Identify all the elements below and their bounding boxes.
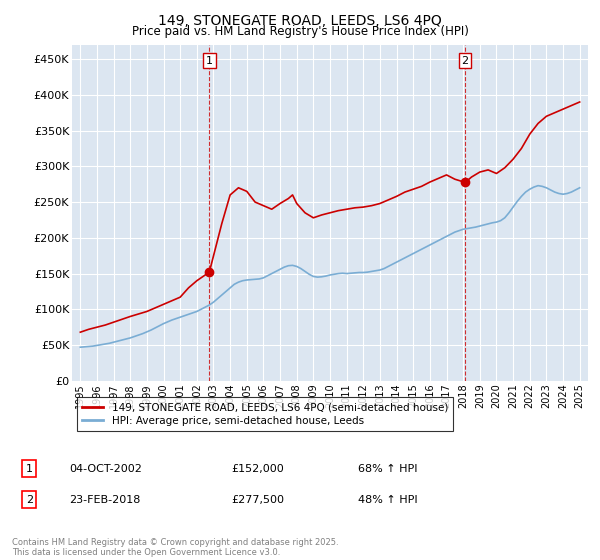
Text: 2: 2 bbox=[26, 495, 33, 505]
Text: Price paid vs. HM Land Registry's House Price Index (HPI): Price paid vs. HM Land Registry's House … bbox=[131, 25, 469, 38]
Legend: 149, STONEGATE ROAD, LEEDS, LS6 4PQ (semi-detached house), HPI: Average price, s: 149, STONEGATE ROAD, LEEDS, LS6 4PQ (sem… bbox=[77, 397, 453, 431]
Text: 04-OCT-2002: 04-OCT-2002 bbox=[70, 464, 142, 474]
Text: 149, STONEGATE ROAD, LEEDS, LS6 4PQ: 149, STONEGATE ROAD, LEEDS, LS6 4PQ bbox=[158, 14, 442, 28]
Text: 1: 1 bbox=[206, 55, 213, 66]
Text: 1: 1 bbox=[26, 464, 33, 474]
Text: 68% ↑ HPI: 68% ↑ HPI bbox=[358, 464, 417, 474]
Text: Contains HM Land Registry data © Crown copyright and database right 2025.
This d: Contains HM Land Registry data © Crown c… bbox=[12, 538, 338, 557]
Text: £152,000: £152,000 bbox=[231, 464, 284, 474]
Text: 2: 2 bbox=[461, 55, 469, 66]
Text: £277,500: £277,500 bbox=[231, 495, 284, 505]
Text: 48% ↑ HPI: 48% ↑ HPI bbox=[358, 495, 417, 505]
Text: 23-FEB-2018: 23-FEB-2018 bbox=[70, 495, 141, 505]
